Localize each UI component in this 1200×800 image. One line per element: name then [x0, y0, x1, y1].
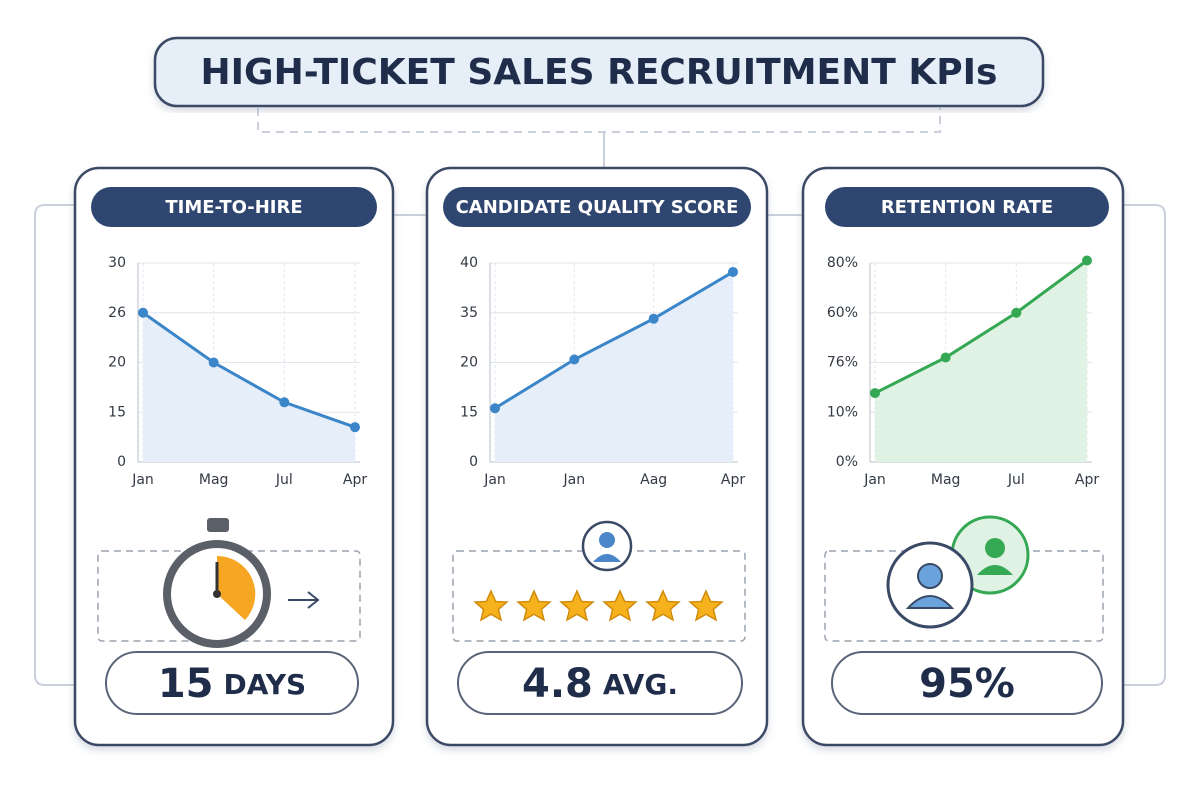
- x-tick-label: Jul: [1007, 472, 1025, 488]
- point: [1082, 255, 1092, 266]
- line: [494, 270, 734, 410]
- stat-unit: AVG.: [603, 668, 678, 701]
- x-tick-label: Apr: [721, 472, 745, 488]
- stat-number: 15: [158, 661, 214, 707]
- point: [490, 403, 500, 414]
- point: [648, 313, 659, 324]
- point: [350, 422, 360, 433]
- x-tick-label: Jan: [483, 472, 506, 488]
- x-tick-label: Mag: [931, 472, 961, 488]
- card-title: TIME-TO-HIRE: [165, 197, 302, 218]
- stat-value: 4.8 AVG.: [522, 661, 678, 707]
- y-tick-label: 80%: [827, 255, 858, 271]
- y-tick-label: 20: [108, 355, 126, 371]
- x-tick-label: Jan: [563, 472, 586, 488]
- connectors: [34, 108, 1166, 686]
- point: [1011, 307, 1022, 318]
- y-tick-label: 26: [108, 305, 126, 321]
- card-header: [825, 187, 1109, 227]
- area: [495, 271, 733, 462]
- y-tick-label: 30: [108, 255, 126, 271]
- point: [569, 354, 580, 365]
- area: [875, 260, 1087, 462]
- x-tick-label: Apr: [1075, 472, 1099, 488]
- x-tick-label: Apr: [343, 472, 367, 488]
- people-icon: [886, 515, 1030, 629]
- card-header: [443, 187, 751, 227]
- stat-value: 95%: [919, 661, 1015, 707]
- y-tick-label: 15: [460, 404, 478, 420]
- y-tick-label: 15: [108, 404, 126, 420]
- card-title: RETENTION RATE: [881, 197, 1053, 218]
- card-title: CANDIDATE QUALITY SCORE: [456, 197, 739, 218]
- line: [142, 311, 356, 429]
- point: [279, 397, 290, 408]
- y-tick-label: 76%: [827, 355, 858, 371]
- line: [874, 259, 1088, 395]
- y-tick-label: 10%: [827, 404, 858, 420]
- point: [940, 352, 951, 363]
- title: HIGH-TICKET SALES RECRUITMENT KPIs: [201, 52, 998, 93]
- stat-number: 4.8: [522, 661, 593, 707]
- x-tick-label: Jan: [863, 472, 886, 488]
- y-tick-label: 35: [460, 305, 478, 321]
- stopwatch-icon: [163, 518, 320, 648]
- x-tick-label: Jan: [131, 472, 154, 488]
- y-tick-label: 20: [460, 355, 478, 371]
- x-tick-label: Mag: [199, 472, 229, 488]
- stat-pills: [105, 651, 1103, 715]
- stat-value: 15 DAYS: [158, 661, 306, 707]
- y-tick-label: 40: [460, 255, 478, 271]
- y-tick-label: 0%: [836, 454, 858, 470]
- avatar-icon: [581, 520, 633, 572]
- x-tick-label: Jul: [275, 472, 293, 488]
- point: [208, 357, 219, 368]
- x-tick-label: Aag: [640, 472, 667, 488]
- y-tick-label: 0: [117, 454, 126, 470]
- card-header: [91, 187, 377, 227]
- stat-unit: DAYS: [223, 668, 306, 701]
- point: [728, 266, 738, 277]
- point: [870, 388, 880, 399]
- y-tick-label: 60%: [827, 305, 858, 321]
- title-pill: [153, 36, 1045, 108]
- point: [138, 307, 148, 318]
- y-tick-label: 0: [469, 454, 478, 470]
